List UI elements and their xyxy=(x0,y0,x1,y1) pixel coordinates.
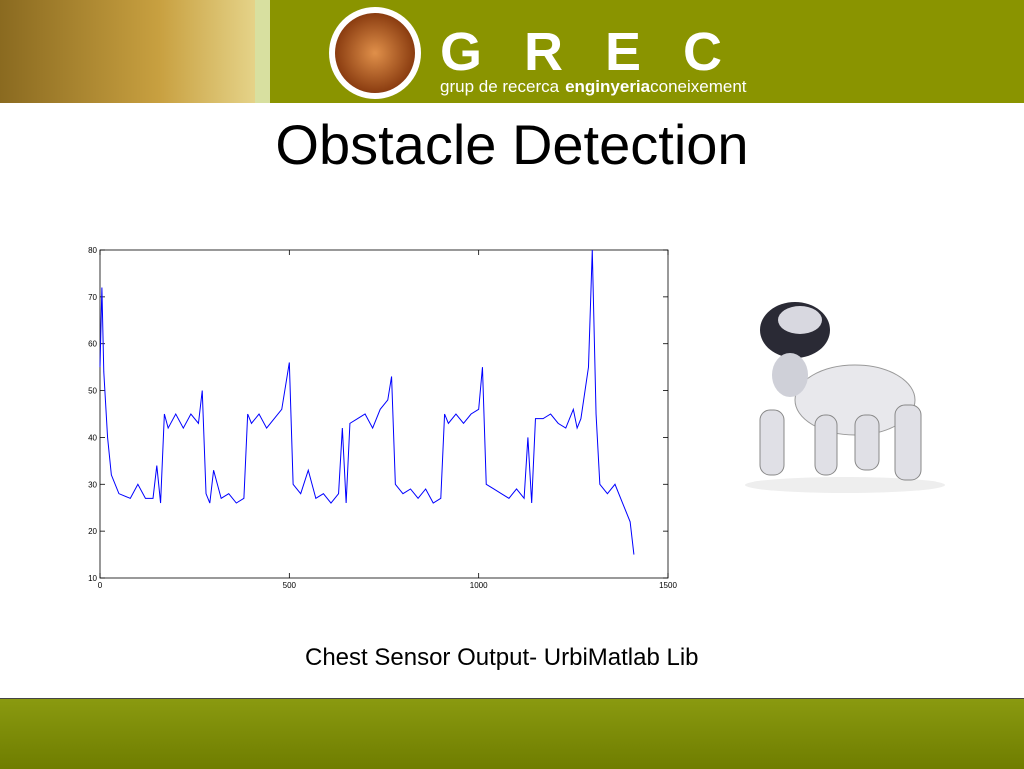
tagline-start: grup de recerca xyxy=(440,77,560,96)
footer-band xyxy=(0,698,1024,769)
y-tick-label: 20 xyxy=(88,527,97,536)
caption: Chest Sensor Output- UrbiMatlab Lib xyxy=(305,644,699,671)
logo-coin xyxy=(335,13,415,93)
tagline-end: coneixement xyxy=(650,77,747,96)
y-tick-label: 40 xyxy=(88,433,97,442)
logo-tagline: grup de recerca enginyeriaconeixement xyxy=(440,77,747,96)
header-divider xyxy=(255,0,270,103)
header-band: GREC grup de recerca enginyeriaconeixemen… xyxy=(0,0,1024,103)
plot-area xyxy=(99,249,669,579)
x-tick-label: 0 xyxy=(98,581,103,590)
x-tick-label: 500 xyxy=(283,581,297,590)
y-tick-label: 70 xyxy=(88,293,97,302)
logo-text: GREC xyxy=(440,22,764,82)
robot-leg xyxy=(759,409,785,476)
y-tick-label: 10 xyxy=(88,574,97,583)
x-tick-label: 1000 xyxy=(470,581,488,590)
robot-leg xyxy=(894,404,922,481)
y-tick-label: 60 xyxy=(88,340,97,349)
data-line xyxy=(99,249,635,555)
robot-face xyxy=(778,306,822,334)
robot-shadow xyxy=(745,477,945,493)
y-tick-label: 50 xyxy=(88,387,97,396)
robot-chest xyxy=(772,353,808,397)
robot-image xyxy=(745,302,945,493)
x-tick-label: 1500 xyxy=(659,581,677,590)
robot-leg xyxy=(854,414,880,471)
y-tick-label: 30 xyxy=(88,480,97,489)
tagline-bold: enginyeria xyxy=(565,77,651,96)
slide-title: Obstacle Detection xyxy=(275,113,749,176)
y-tick-label: 80 xyxy=(88,246,97,255)
robot-leg xyxy=(814,414,838,476)
header-art: GREC grup de recerca enginyeriaconeixemen… xyxy=(0,0,764,103)
chart: 10 20 30 40 50 60 70 80 0 500 1000 1500 xyxy=(88,246,677,590)
header-texture xyxy=(0,0,265,103)
